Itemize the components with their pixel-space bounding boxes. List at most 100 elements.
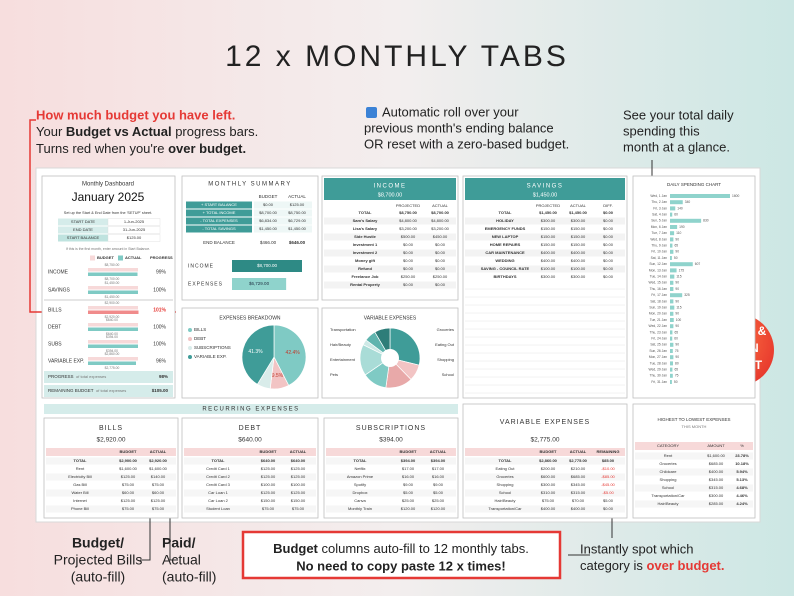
label: $0.00: [603, 242, 614, 247]
label: $0.00: [603, 266, 614, 271]
budget-bar: [88, 306, 138, 310]
cell-bg: [254, 209, 312, 217]
cell-bg: [44, 371, 173, 383]
label: $685.00: [709, 461, 724, 466]
value-label: 90: [675, 250, 679, 254]
panel: [323, 417, 459, 519]
label: $150.00: [571, 242, 586, 247]
label: Shopping: [660, 477, 677, 482]
label: $0.00: [603, 506, 614, 511]
value-label: 90: [675, 299, 679, 303]
value-label: 65: [674, 330, 678, 334]
y-tick-label: Fri, 31 Jan: [651, 380, 667, 384]
label: $2,860.00: [539, 458, 558, 463]
cell-bg: [58, 226, 108, 234]
panel: [632, 175, 756, 399]
text-part: over budget.: [168, 141, 246, 156]
label: $1,450.00: [288, 226, 307, 231]
label: Student Loan: [206, 506, 230, 511]
label: $2,920.00: [105, 315, 120, 319]
cell-bg: [326, 473, 456, 481]
panel: [181, 417, 319, 519]
panel-title: BILLS: [99, 425, 123, 432]
label: $400.00: [571, 258, 586, 263]
label: $2,775.00: [531, 437, 560, 444]
cell-bg: [465, 489, 625, 497]
label: of total expenses: [96, 388, 126, 393]
y-tick-label: Tue, 21 Jan: [650, 318, 667, 322]
bar: [670, 280, 674, 285]
label: $8,700.00: [105, 277, 120, 281]
bar: [670, 299, 674, 304]
label: $120.00: [431, 506, 446, 511]
cell-bg: [465, 448, 625, 456]
legend-label: PROGRESS: [150, 255, 173, 260]
label: ACTUAL: [570, 449, 587, 454]
label: $75.00: [122, 506, 135, 511]
label: $25.00: [402, 498, 415, 503]
label: DIFF.: [603, 203, 613, 208]
label: $8,700.00: [378, 192, 402, 198]
section-title: RECURRING EXPENSES: [202, 407, 299, 413]
cell-bg: [46, 505, 176, 513]
legend-dot: [188, 328, 192, 332]
label: BUDGET: [259, 194, 278, 199]
cell-bg: [465, 457, 625, 465]
label: ACTUAL: [150, 449, 167, 454]
cell-bg: [184, 505, 316, 513]
y-tick-label: Wed, 22 Jan: [649, 324, 668, 328]
label: $125.00: [261, 490, 276, 495]
label: $0.00: [435, 266, 446, 271]
label: $500.00: [401, 234, 416, 239]
slice-label: Shopping: [437, 357, 454, 362]
text-part: columns auto-fill to 12 monthly tabs.: [318, 541, 529, 556]
progress-bar: [88, 272, 138, 276]
bar: [670, 305, 675, 310]
label: 4.24%: [736, 501, 748, 506]
progress-label: 100%: [153, 287, 166, 293]
budget-bar: [88, 268, 138, 272]
label: Shopping: [497, 482, 514, 487]
value-label: 90: [675, 343, 679, 347]
text-part: over budget.: [646, 558, 724, 573]
label: $0.00: [435, 258, 446, 263]
value-label: 75: [675, 374, 679, 378]
label: $345.00: [571, 482, 586, 487]
progress-label: 100%: [153, 341, 166, 347]
cell-bg: [254, 225, 312, 233]
label: $125.00: [121, 474, 136, 479]
label: $16.00: [432, 474, 445, 479]
pie-hole: [381, 349, 399, 367]
cell-bg: [635, 500, 753, 508]
callout-text: OR reset with a zero-based budget.: [364, 136, 569, 151]
cell-bg: [465, 249, 625, 257]
label: $120.00: [401, 506, 416, 511]
label: $9.00: [433, 482, 444, 487]
cell-bg: [186, 209, 252, 217]
label: Transportation/Car: [488, 506, 522, 511]
cell-bg: [465, 473, 625, 481]
label: %: [740, 443, 744, 448]
cell-bg: [107, 218, 161, 226]
panel: [632, 403, 756, 519]
label: $0.00: [603, 226, 614, 231]
bar: [670, 237, 674, 242]
legend-label: BILLS: [194, 327, 206, 332]
y-tick-label: Sun, 5 Jan: [651, 219, 667, 223]
y-tick-label: Thu, 9 Jan: [651, 243, 667, 247]
text-part: progress bars.: [172, 124, 259, 139]
bar: [670, 311, 674, 316]
slice-label: Eating Out: [435, 342, 455, 347]
value-label: 90: [675, 287, 679, 291]
y-tick-label: Fri, 17 Jan: [651, 293, 667, 297]
label: $646.00: [289, 240, 306, 245]
label: TOTAL: [354, 458, 368, 463]
page-title: 12 x MONTHLY TABS: [225, 40, 569, 73]
cell-bg: [186, 217, 252, 225]
y-tick-label: Mon, 27 Jan: [649, 355, 667, 359]
label: School: [662, 485, 674, 490]
bar: [670, 243, 673, 248]
label: $4,800.00: [399, 218, 418, 223]
label: $1,450.00: [569, 210, 588, 215]
value-label: 75: [675, 349, 679, 353]
